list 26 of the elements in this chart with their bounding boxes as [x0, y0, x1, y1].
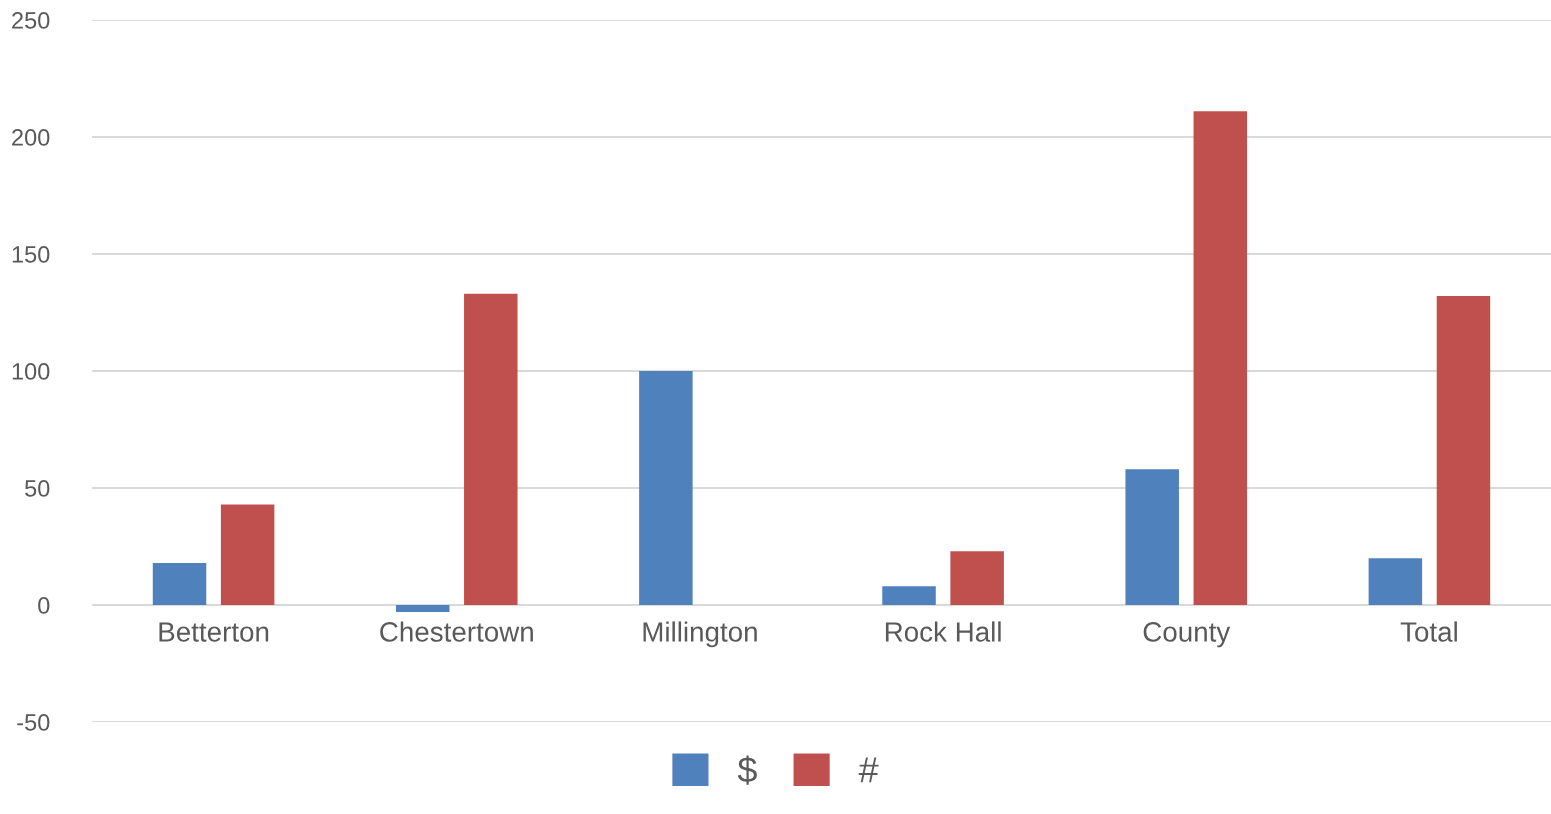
legend-label: #: [858, 757, 879, 783]
y-tick-label: -50: [17, 714, 50, 731]
bar: [395, 605, 450, 613]
bar: [464, 293, 518, 605]
bar: [152, 562, 207, 605]
bar: [1368, 558, 1423, 605]
bar: [1436, 296, 1491, 605]
y-tick-label: 100: [12, 363, 50, 380]
y-tick-label: 250: [12, 12, 50, 29]
bar: [950, 551, 1004, 605]
bar: [220, 504, 275, 605]
bar: [639, 371, 693, 605]
bar: [1125, 469, 1179, 605]
x-tick-label: Total: [1400, 621, 1457, 642]
bar: [1193, 111, 1248, 605]
x-tick-label: Chestertown: [380, 621, 533, 642]
y-tick-label: 200: [12, 129, 50, 146]
y-tick-label: 0: [38, 597, 50, 614]
legend-label: $: [737, 755, 757, 785]
bar: [882, 586, 936, 605]
x-tick-label: Millington: [643, 621, 757, 648]
x-tick-label: Rock Hall: [885, 621, 1001, 642]
x-tick-label: County: [1143, 622, 1231, 648]
x-tick-label: Betterton: [159, 622, 269, 642]
y-tick-label: 50: [25, 480, 50, 497]
y-tick-label: 150: [12, 246, 50, 263]
